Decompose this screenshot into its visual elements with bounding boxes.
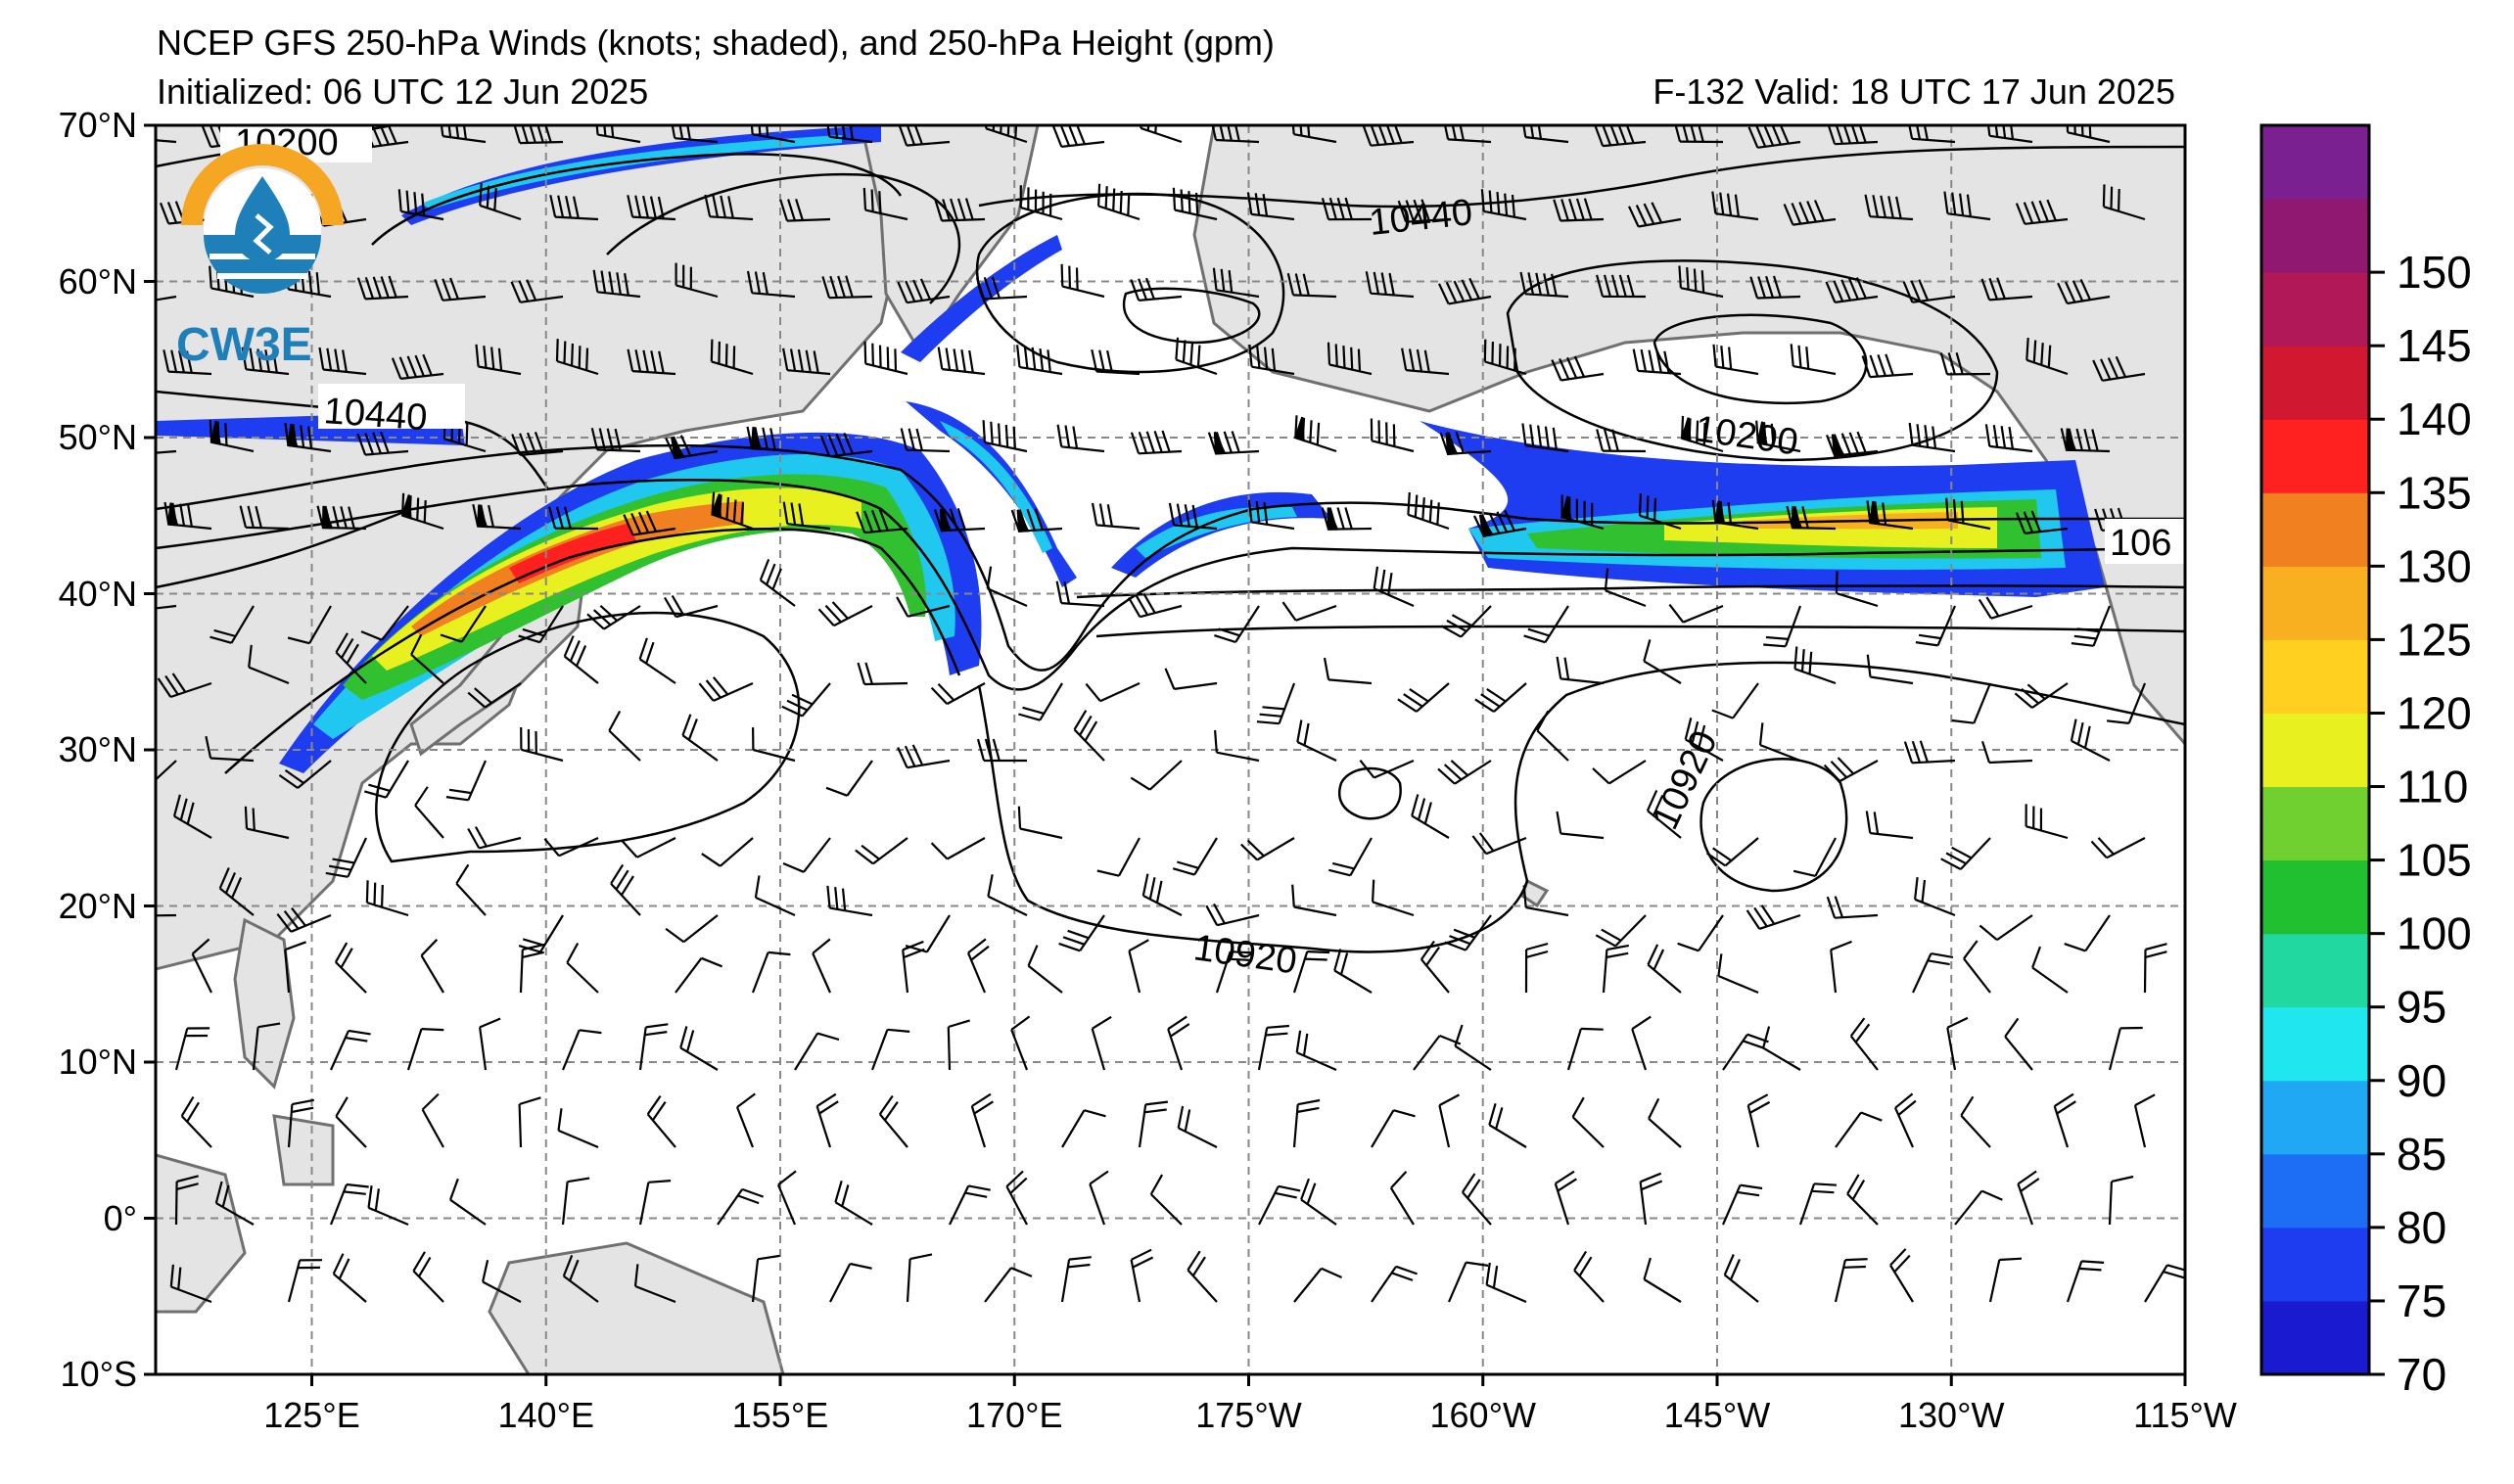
colorbar-swatch <box>2261 492 2369 567</box>
colorbar-tick-label: 145 <box>2397 320 2472 371</box>
colorbar-swatch <box>2261 125 2369 200</box>
colorbar-tick-label: 105 <box>2397 835 2472 886</box>
colorbar-swatch <box>2261 566 2369 640</box>
contour-label: 106 <box>2110 523 2171 564</box>
colorbar-tick-label: 130 <box>2397 540 2472 591</box>
colorbar-tick-label: 135 <box>2397 467 2472 518</box>
lon-label: 175°W <box>1195 1395 1301 1435</box>
colorbar-tick-label: 90 <box>2397 1055 2446 1106</box>
lon-label: 140°E <box>498 1395 594 1435</box>
colorbar-swatch <box>2261 860 2369 935</box>
colorbar-swatch <box>2261 934 2369 1008</box>
logo-text: CW3E <box>176 319 312 371</box>
colorbar-swatch <box>2261 272 2369 347</box>
lon-label: 145°W <box>1664 1395 1770 1435</box>
colorbar-swatch <box>2261 419 2369 493</box>
colorbar-tick-label: 85 <box>2397 1129 2446 1180</box>
lon-label: 170°E <box>966 1395 1062 1435</box>
colorbar-swatch <box>2261 639 2369 714</box>
colorbar <box>2261 125 2369 1375</box>
colorbar-tick-label: 150 <box>2397 247 2472 298</box>
lat-label: 40°N <box>59 574 137 614</box>
lat-label: 0° <box>104 1198 137 1238</box>
lat-label: 30°N <box>59 729 137 769</box>
colorbar-swatch <box>2261 199 2369 273</box>
lat-label: 10°N <box>59 1042 137 1082</box>
colorbar-swatch <box>2261 1007 2369 1082</box>
colorbar-tick-label: 75 <box>2397 1275 2446 1326</box>
land-mindanao <box>274 1116 333 1184</box>
colorbar-tick-label: 80 <box>2397 1202 2446 1253</box>
colorbar-tick-label: 110 <box>2397 762 2468 812</box>
lat-label: 20°N <box>59 886 137 926</box>
lon-label: 130°W <box>1898 1395 2004 1435</box>
colorbar-tick-label: 140 <box>2397 394 2472 444</box>
colorbar-tick-label: 95 <box>2397 982 2446 1033</box>
lon-label: 115°W <box>2133 1395 2237 1435</box>
lon-axis: 125°E 140°E 155°E 170°E 175°W 160°W 145°… <box>263 1395 2237 1435</box>
colorbar-swatch <box>2261 1301 2369 1375</box>
colorbar-swatch <box>2261 787 2369 861</box>
colorbar-swatch <box>2261 1081 2369 1155</box>
lat-label: 70°N <box>59 105 137 145</box>
lon-label: 125°E <box>263 1395 359 1435</box>
contour-label: 10440 <box>322 391 428 439</box>
lon-label: 155°E <box>732 1395 828 1435</box>
lat-label: 50°N <box>59 417 137 457</box>
lat-label: 60°N <box>59 261 137 301</box>
lon-label: 160°W <box>1430 1395 1536 1435</box>
lat-axis: 70°N 60°N 50°N 40°N 30°N 20°N 10°N 0° 10… <box>59 105 137 1394</box>
colorbar-swatch <box>2261 346 2369 420</box>
colorbar-swatch <box>2261 713 2369 787</box>
colorbar-tick-label: 120 <box>2397 687 2472 738</box>
colorbar-ticks: 70 75 80 85 90 95 100 105 110 120 125 130 135 140 145 1… <box>2369 247 2472 1400</box>
colorbar-swatch <box>2261 1154 2369 1229</box>
colorbar-swatch <box>2261 1228 2369 1302</box>
lat-label: 10°S <box>61 1354 137 1394</box>
colorbar-tick-label: 125 <box>2397 614 2472 665</box>
colorbar-tick-label: 100 <box>2397 908 2472 959</box>
colorbar-tick-label: 70 <box>2397 1349 2446 1400</box>
